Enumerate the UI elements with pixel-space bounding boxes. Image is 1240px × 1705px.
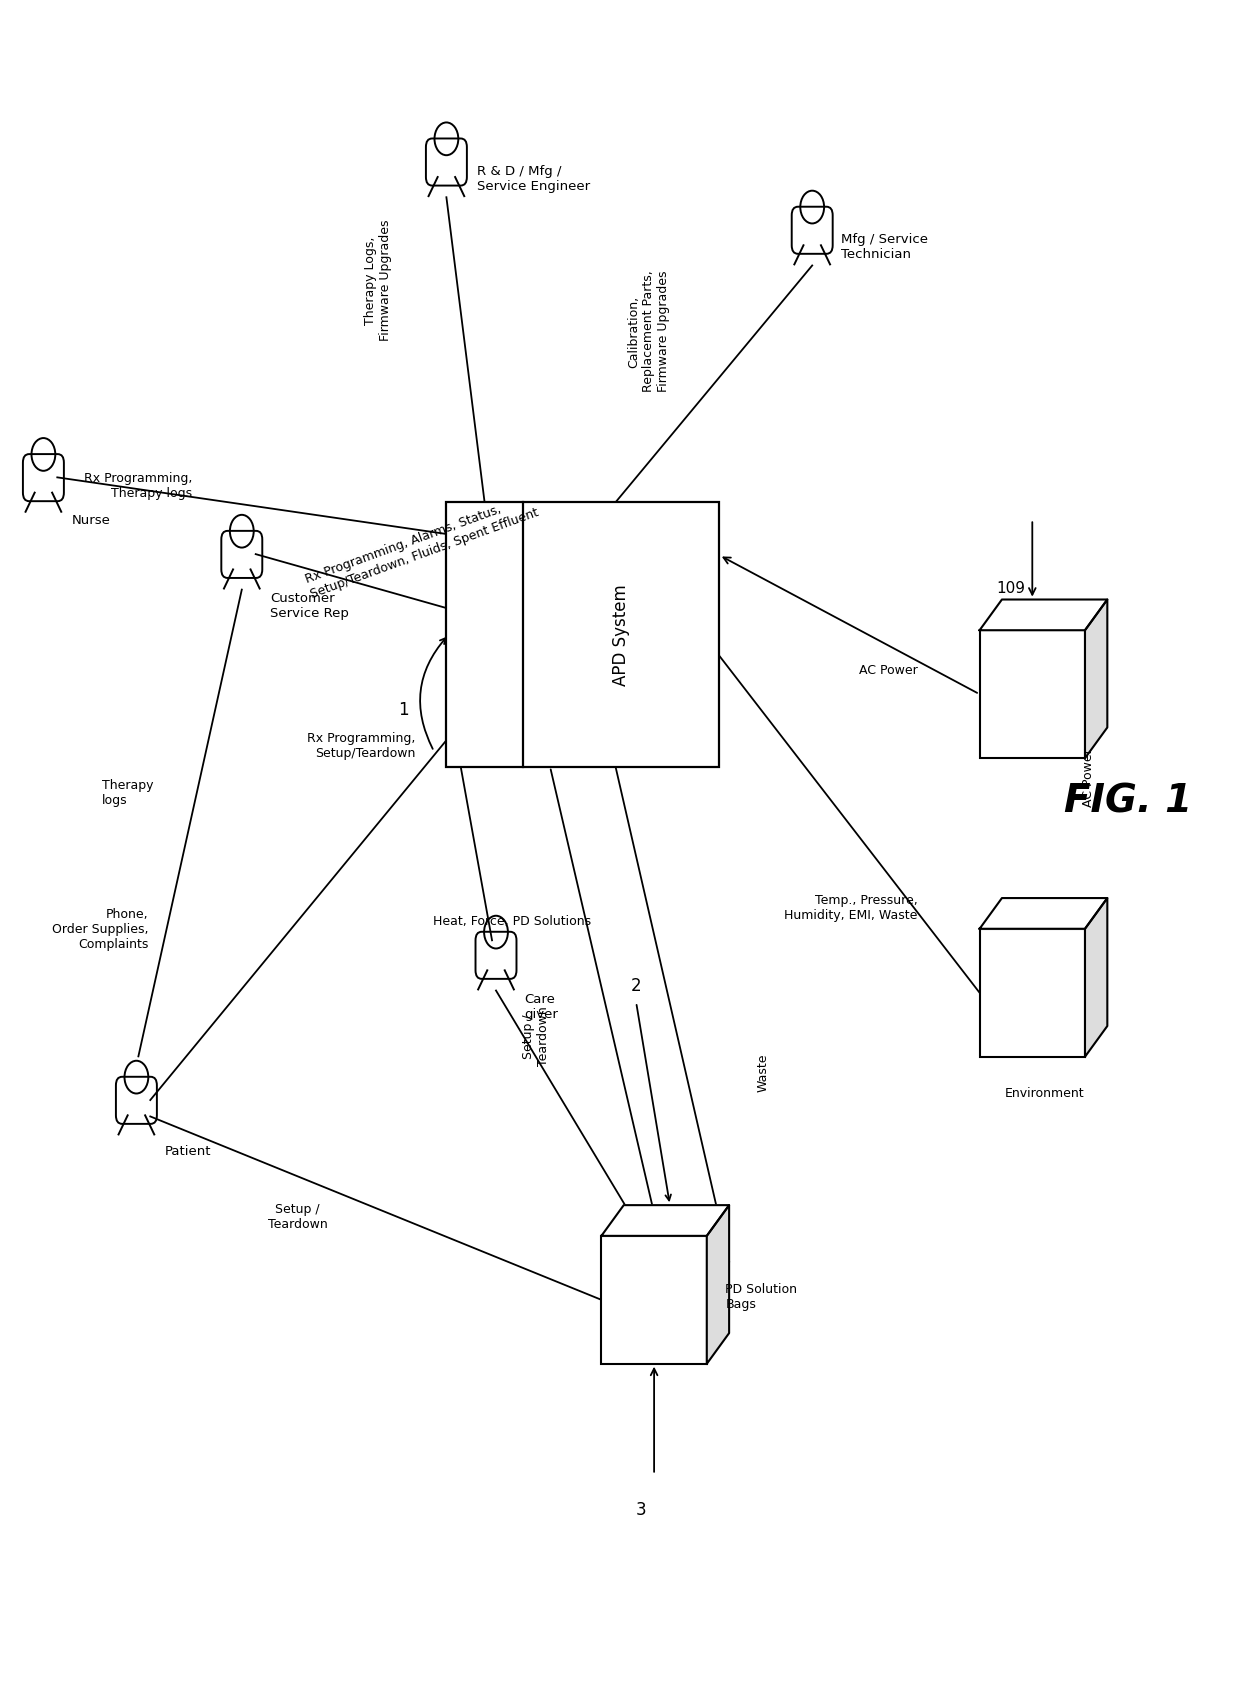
Text: Calibration,
Replacement Parts,
Firmware Upgrades: Calibration, Replacement Parts, Firmware…	[627, 271, 670, 392]
Polygon shape	[1085, 899, 1107, 1057]
Text: Patient: Patient	[165, 1144, 211, 1158]
Polygon shape	[980, 600, 1107, 631]
Polygon shape	[707, 1205, 729, 1364]
Text: FIG. 1: FIG. 1	[1064, 783, 1193, 820]
Bar	[601, 1236, 707, 1364]
Text: Temp., Pressure,
Humidity, EMI, Waste: Temp., Pressure, Humidity, EMI, Waste	[784, 893, 918, 921]
Polygon shape	[980, 899, 1107, 929]
Text: Environment: Environment	[1004, 1086, 1084, 1100]
Text: Setup /
Teardown: Setup / Teardown	[522, 1006, 549, 1066]
Text: Rx Programming,
Therapy logs: Rx Programming, Therapy logs	[84, 472, 192, 500]
Bar	[980, 929, 1085, 1057]
Text: 2: 2	[631, 977, 641, 994]
Text: 1: 1	[398, 701, 408, 718]
Polygon shape	[1085, 600, 1107, 759]
Text: Rx Programming,
Setup/Teardown: Rx Programming, Setup/Teardown	[308, 731, 415, 759]
Text: Care
giver: Care giver	[525, 992, 558, 1020]
Text: Setup /
Teardown: Setup / Teardown	[268, 1202, 327, 1229]
Text: Customer
Service Rep: Customer Service Rep	[270, 592, 350, 619]
Text: 109: 109	[996, 581, 1025, 595]
Bar	[980, 631, 1085, 759]
Text: Therapy Logs,
Firmware Upgrades: Therapy Logs, Firmware Upgrades	[365, 220, 392, 341]
Text: 3: 3	[636, 1500, 646, 1517]
Bar	[446, 503, 719, 767]
Text: Therapy
logs: Therapy logs	[102, 779, 154, 806]
Text: Mfg / Service
Technician: Mfg / Service Technician	[841, 234, 928, 261]
Text: Nurse: Nurse	[72, 513, 110, 527]
Text: APD System: APD System	[613, 585, 630, 685]
Text: Phone,
Order Supplies,
Complaints: Phone, Order Supplies, Complaints	[52, 907, 149, 951]
Text: PD Solution
Bags: PD Solution Bags	[725, 1282, 797, 1309]
Polygon shape	[601, 1205, 729, 1236]
Text: Rx Programming, Alarms, Status,
Setup/Teardown, Fluids, Spent Effluent: Rx Programming, Alarms, Status, Setup/Te…	[304, 491, 541, 600]
Text: AC Power: AC Power	[1083, 748, 1095, 806]
Text: R & D / Mfg /
Service Engineer: R & D / Mfg / Service Engineer	[477, 165, 590, 193]
Text: AC Power: AC Power	[859, 663, 918, 677]
Text: Waste: Waste	[756, 1052, 769, 1091]
Text: Heat, Force, PD Solutions: Heat, Force, PD Solutions	[433, 914, 591, 928]
